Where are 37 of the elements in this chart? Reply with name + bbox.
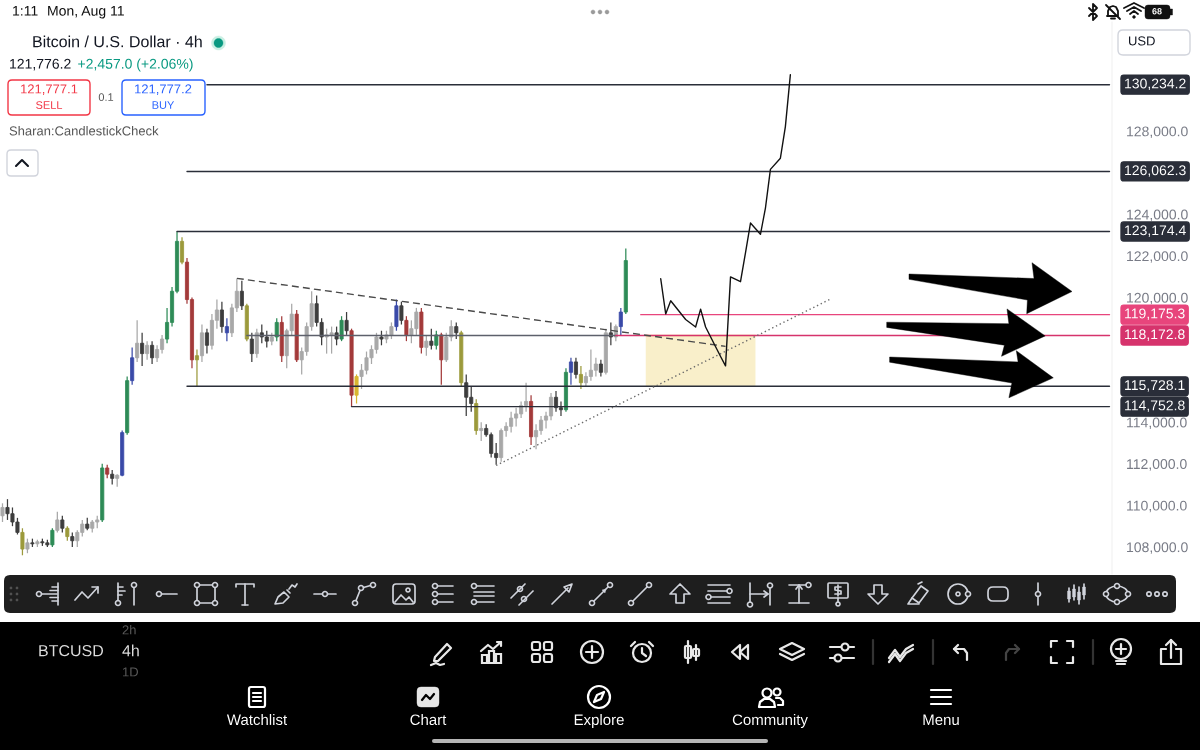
y-tick-label: 124,000.0: [1127, 209, 1188, 222]
data-label: 126,062.3: [1125, 165, 1186, 177]
data-label: 130,234.2: [1125, 78, 1186, 91]
text: BTCUSD: [39, 644, 104, 657]
y-tick-label: 108,000.0: [1127, 542, 1188, 554]
annotation: +2,457.0 (+2.06%): [78, 58, 193, 72]
text: Bitcoin / U.S. Dollar · 4h: [33, 35, 202, 48]
annotation: 121,777.2: [135, 84, 192, 96]
data-label: 114,752.8: [1125, 400, 1185, 412]
y-tick-label: 114,000.0: [1127, 417, 1187, 430]
text: 1D: [122, 667, 138, 677]
text: 4h: [122, 644, 139, 657]
text: Menu: [923, 714, 959, 726]
y-tick-label: 128,000.0: [1127, 126, 1188, 139]
text: USD: [1129, 36, 1155, 46]
annotation: 0.1: [98, 93, 114, 101]
annotation: SELL: [36, 101, 63, 109]
text: Explore: [574, 714, 624, 728]
annotation: Sharan:CandlestickCheck: [9, 125, 159, 136]
text: 68: [1152, 8, 1162, 15]
data-label: 115,728.1: [1125, 380, 1185, 392]
data-label: 123,174.4: [1125, 225, 1186, 237]
y-tick-label: 110,000.0: [1127, 500, 1187, 513]
text: Community: [732, 714, 808, 728]
y-tick-label: 120,000.0: [1127, 292, 1188, 305]
data-label: 118,172.8: [1125, 329, 1185, 341]
text: Watchlist: [226, 714, 288, 726]
annotation: 121,777.1: [21, 84, 78, 96]
data-label: 119,175.3: [1125, 308, 1185, 321]
text: 1:11: [13, 5, 38, 16]
text: Chart: [410, 714, 447, 726]
text: Mon, Aug 11: [48, 5, 124, 19]
y-tick-label: 122,000.0: [1127, 251, 1188, 263]
annotation: 121,776.2: [10, 58, 71, 71]
text: 2h: [122, 624, 136, 635]
annotation: BUY: [152, 101, 175, 109]
y-tick-label: 112,000.0: [1127, 459, 1187, 471]
